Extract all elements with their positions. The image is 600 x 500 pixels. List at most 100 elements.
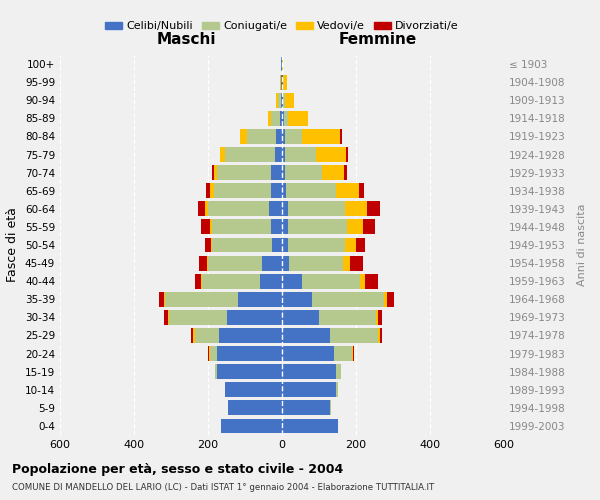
Bar xyxy=(224,382,282,397)
Text: Popolazione per età, sesso e stato civile - 2004: Popolazione per età, sesso e stato civil… xyxy=(12,462,343,475)
Bar xyxy=(209,346,282,361)
Bar xyxy=(215,364,282,379)
Bar xyxy=(277,129,282,144)
Bar xyxy=(282,256,289,270)
Y-axis label: Fasce di età: Fasce di età xyxy=(7,208,19,282)
Bar xyxy=(217,364,282,379)
Bar xyxy=(282,364,341,379)
Bar xyxy=(282,292,384,306)
Bar xyxy=(282,93,294,108)
Bar xyxy=(282,184,364,198)
Bar xyxy=(202,274,282,288)
Bar xyxy=(212,165,282,180)
Bar xyxy=(282,74,287,90)
Bar xyxy=(282,111,308,126)
Bar xyxy=(282,346,334,361)
Bar xyxy=(282,147,348,162)
Bar xyxy=(224,382,282,397)
Bar xyxy=(282,165,347,180)
Bar xyxy=(282,400,331,415)
Bar xyxy=(282,147,346,162)
Bar xyxy=(169,310,282,325)
Bar xyxy=(282,111,287,126)
Bar xyxy=(240,129,282,144)
Bar xyxy=(282,147,285,162)
Bar xyxy=(282,129,340,144)
Bar xyxy=(282,256,343,270)
Bar xyxy=(166,292,282,306)
Bar xyxy=(282,56,283,72)
Bar xyxy=(282,184,286,198)
Legend: Celibi/Nubili, Coniugati/e, Vedovi/e, Divorziati/e: Celibi/Nubili, Coniugati/e, Vedovi/e, Di… xyxy=(101,17,463,36)
Bar xyxy=(282,328,378,343)
Bar xyxy=(282,220,374,234)
Bar xyxy=(282,418,337,434)
Bar xyxy=(282,93,283,108)
Bar xyxy=(210,184,282,198)
Bar xyxy=(282,418,337,434)
Bar xyxy=(282,274,360,288)
Bar xyxy=(282,74,283,90)
Bar xyxy=(191,328,282,343)
Bar xyxy=(194,274,282,288)
Bar xyxy=(164,310,282,325)
Bar xyxy=(240,129,282,144)
Bar xyxy=(195,328,282,343)
Bar xyxy=(282,274,378,288)
Bar xyxy=(282,382,337,397)
Bar xyxy=(159,292,282,306)
Bar xyxy=(208,256,282,270)
Bar xyxy=(282,274,302,288)
Bar xyxy=(280,74,282,90)
Bar xyxy=(276,93,282,108)
Bar xyxy=(282,220,347,234)
Bar xyxy=(271,184,282,198)
Bar xyxy=(210,346,282,361)
Bar xyxy=(280,74,282,90)
Bar xyxy=(229,400,282,415)
Bar xyxy=(205,202,282,216)
Bar xyxy=(282,274,365,288)
Bar xyxy=(229,400,282,415)
Bar xyxy=(221,418,282,434)
Bar xyxy=(247,129,282,144)
Bar xyxy=(282,310,378,325)
Bar xyxy=(282,129,302,144)
Text: Maschi: Maschi xyxy=(156,32,216,48)
Bar xyxy=(281,56,282,72)
Bar xyxy=(282,202,380,216)
Bar xyxy=(282,184,337,198)
Bar xyxy=(207,256,282,270)
Bar xyxy=(281,56,282,72)
Bar xyxy=(282,220,287,234)
Bar xyxy=(168,310,282,325)
Bar xyxy=(282,238,345,252)
Bar xyxy=(282,238,287,252)
Bar xyxy=(280,111,282,126)
Bar xyxy=(212,238,282,252)
Bar xyxy=(282,328,330,343)
Bar xyxy=(275,147,282,162)
Bar xyxy=(282,93,294,108)
Bar xyxy=(282,310,382,325)
Bar xyxy=(281,74,282,90)
Bar xyxy=(278,93,282,108)
Bar xyxy=(211,238,282,252)
Bar xyxy=(281,74,282,90)
Bar xyxy=(224,382,282,397)
Bar xyxy=(217,165,282,180)
Bar xyxy=(282,400,331,415)
Bar xyxy=(199,202,282,216)
Bar xyxy=(271,220,282,234)
Bar xyxy=(210,220,282,234)
Bar xyxy=(282,238,365,252)
Bar xyxy=(282,129,343,144)
Bar xyxy=(282,364,341,379)
Bar xyxy=(281,93,282,108)
Bar xyxy=(282,310,376,325)
Bar xyxy=(282,202,345,216)
Bar xyxy=(282,93,285,108)
Bar xyxy=(282,364,335,379)
Bar xyxy=(282,382,335,397)
Bar xyxy=(206,184,282,198)
